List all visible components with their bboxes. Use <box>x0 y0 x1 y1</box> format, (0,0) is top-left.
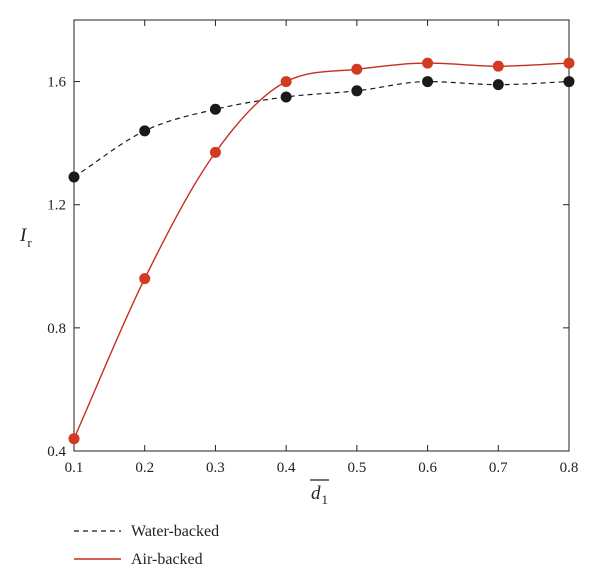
data-point-water-backed <box>209 103 221 115</box>
x-tick-label: 0.3 <box>206 460 225 476</box>
data-point-water-backed <box>422 76 434 88</box>
x-tick-label: 0.8 <box>560 460 579 476</box>
data-point-air-backed <box>68 433 80 445</box>
y-tick-label: 1.2 <box>47 198 66 214</box>
x-tick-label: 0.6 <box>418 460 437 476</box>
x-axis-ticks: 0.1 0.2 0.3 0.4 0.5 0.6 0.7 0.8 <box>65 20 579 476</box>
data-point-air-backed <box>492 60 504 72</box>
plot-area-frame <box>73 19 570 452</box>
x-axis-label: d1 <box>311 483 328 507</box>
x-tick-label: 0.4 <box>277 460 296 476</box>
legend-label-air-backed: Air-backed <box>131 551 203 568</box>
y-axis-ticks: 0.4 0.8 1.2 1.6 <box>47 75 569 460</box>
data-point-water-backed <box>280 91 292 103</box>
data-point-air-backed <box>563 57 575 69</box>
series-line-air-backed <box>73 62 570 439</box>
y-axis-label: Ir <box>19 225 32 250</box>
y-tick-label: 0.4 <box>47 444 66 460</box>
x-tick-label: 0.5 <box>347 460 366 476</box>
data-point-water-backed <box>351 85 363 97</box>
legend-label-water-backed: Water-backed <box>131 523 219 540</box>
y-tick-label: 0.8 <box>47 321 66 337</box>
x-axis-label-subscript: 1 <box>322 492 329 507</box>
data-point-air-backed <box>139 273 151 285</box>
data-point-water-backed <box>492 79 504 91</box>
series-lines <box>73 62 570 439</box>
data-point-air-backed <box>209 146 221 158</box>
data-point-air-backed <box>422 57 434 69</box>
x-tick-label: 0.2 <box>135 460 154 476</box>
x-tick-label: 0.1 <box>65 460 84 476</box>
data-point-water-backed <box>563 76 575 88</box>
series-markers <box>68 57 575 445</box>
x-tick-label: 0.7 <box>489 460 508 476</box>
legend: Water-backed Air-backed <box>74 523 219 568</box>
y-axis-label-subscript: r <box>27 235 32 250</box>
data-point-air-backed <box>351 63 363 75</box>
y-tick-label: 1.6 <box>47 75 66 91</box>
data-point-water-backed <box>68 171 80 183</box>
data-point-air-backed <box>280 76 292 88</box>
data-point-water-backed <box>139 125 151 137</box>
